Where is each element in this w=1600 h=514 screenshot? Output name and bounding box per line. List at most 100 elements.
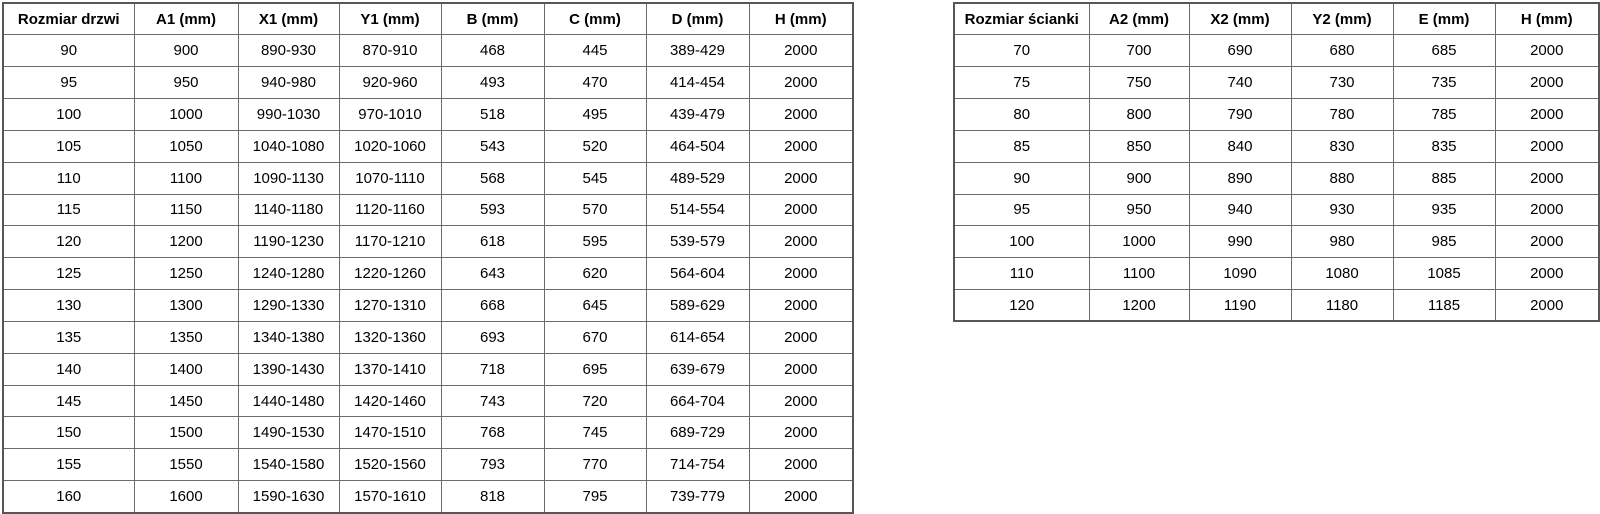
- table-cell: 2000: [748, 193, 854, 227]
- table-cell: 770: [543, 448, 647, 482]
- table-cell: 2000: [1494, 193, 1600, 227]
- table-cell: 670: [543, 320, 647, 354]
- table-cell: 115: [2, 193, 135, 227]
- table-cell: 493: [440, 66, 545, 100]
- table-cell: 620: [543, 257, 647, 291]
- table-cell: 718: [440, 352, 545, 386]
- table-cell: 900: [133, 34, 239, 68]
- table-cell: 890-930: [237, 34, 340, 68]
- column-header: E (mm): [1392, 2, 1496, 36]
- table-cell: 489-529: [645, 161, 750, 195]
- door-table-body: 90 900 890-930 870-910 468 445 389-429 2000 95 95…: [2, 34, 854, 513]
- table-cell: 1540-1580: [237, 448, 340, 482]
- table-row: 70 700 690 680 685 2000: [953, 34, 1600, 68]
- table-row: 140 1400 1390-1430 1370-1410 718 695 639-679 20…: [2, 352, 854, 386]
- table-cell: 85: [953, 129, 1090, 163]
- table-cell: 643: [440, 257, 545, 291]
- table-cell: 1100: [133, 161, 239, 195]
- table-cell: 1570-1610: [338, 480, 442, 513]
- table-cell: 1100: [1088, 257, 1190, 291]
- table-cell: 2000: [748, 129, 854, 163]
- table-cell: 130: [2, 289, 135, 322]
- table-cell: 750: [1088, 66, 1190, 100]
- table-cell: 589-629: [645, 289, 750, 322]
- table-cell: 520: [543, 129, 647, 163]
- table-cell: 1190: [1188, 289, 1292, 322]
- table-cell: 1240-1280: [237, 257, 340, 291]
- table-cell: 1140-1180: [237, 193, 340, 227]
- table-cell: 514-554: [645, 193, 750, 227]
- table-cell: 2000: [1494, 289, 1600, 322]
- table-cell: 539-579: [645, 225, 750, 259]
- table-cell: 2000: [1494, 98, 1600, 131]
- table-cell: 700: [1088, 34, 1190, 68]
- column-header: Y2 (mm): [1290, 2, 1394, 36]
- table-cell: 145: [2, 384, 135, 418]
- table-cell: 935: [1392, 193, 1496, 227]
- table-cell: 2000: [748, 352, 854, 386]
- table-cell: 1040-1080: [237, 129, 340, 163]
- table-cell: 1520-1560: [338, 448, 442, 482]
- table-row: 80 800 790 780 785 2000: [953, 98, 1600, 131]
- table-cell: 1200: [1088, 289, 1190, 322]
- table-cell: 680: [1290, 34, 1394, 68]
- table-cell: 985: [1392, 225, 1496, 259]
- door-sizes-table: Rozmiar drzwi A1 (mm) X1 (mm) Y1 (mm) B (mm)…: [2, 2, 854, 514]
- table-cell: 468: [440, 34, 545, 68]
- table-cell: 795: [543, 480, 647, 513]
- table-row: 100 1000 990-1030 970-1010 518 495 439-479 2000: [2, 98, 854, 131]
- table-row: 120 1200 1190 1180 1185 2000: [953, 289, 1600, 322]
- table-cell: 870-910: [338, 34, 442, 68]
- table-cell: 1490-1530: [237, 416, 340, 450]
- door-table-header: Rozmiar drzwi A1 (mm) X1 (mm) Y1 (mm) B (mm)…: [2, 2, 854, 36]
- table-cell: 120: [2, 225, 135, 259]
- column-header: B (mm): [440, 2, 545, 36]
- table-cell: 464-504: [645, 129, 750, 163]
- table-cell: 890: [1188, 161, 1292, 195]
- table-cell: 120: [953, 289, 1090, 322]
- table-cell: 545: [543, 161, 647, 195]
- table-cell: 100: [2, 98, 135, 131]
- table-cell: 980: [1290, 225, 1394, 259]
- table-cell: 689-729: [645, 416, 750, 450]
- table-cell: 1600: [133, 480, 239, 513]
- table-cell: 664-704: [645, 384, 750, 418]
- table-cell: 800: [1088, 98, 1190, 131]
- table-cell: 2000: [748, 161, 854, 195]
- table-cell: 735: [1392, 66, 1496, 100]
- table-cell: 160: [2, 480, 135, 513]
- table-cell: 1220-1260: [338, 257, 442, 291]
- table-cell: 743: [440, 384, 545, 418]
- table-cell: 125: [2, 257, 135, 291]
- table-cell: 690: [1188, 34, 1292, 68]
- table-cell: 768: [440, 416, 545, 450]
- table-cell: 445: [543, 34, 647, 68]
- table-cell: 1090-1130: [237, 161, 340, 195]
- table-row: 110 1100 1090 1080 1085 2000: [953, 257, 1600, 291]
- table-cell: 614-654: [645, 320, 750, 354]
- table-cell: 1420-1460: [338, 384, 442, 418]
- table-cell: 95: [2, 66, 135, 100]
- table-cell: 940: [1188, 193, 1292, 227]
- table-cell: 1085: [1392, 257, 1496, 291]
- table-cell: 570: [543, 193, 647, 227]
- table-cell: 1550: [133, 448, 239, 482]
- table-row: 130 1300 1290-1330 1270-1310 668 645 589-629 20…: [2, 289, 854, 322]
- table-cell: 990: [1188, 225, 1292, 259]
- table-cell: 2000: [1494, 225, 1600, 259]
- table-cell: 950: [133, 66, 239, 100]
- table-cell: 1020-1060: [338, 129, 442, 163]
- table-cell: 495: [543, 98, 647, 131]
- column-header: Rozmiar ścianki: [953, 2, 1090, 36]
- table-cell: 80: [953, 98, 1090, 131]
- table-cell: 568: [440, 161, 545, 195]
- table-cell: 135: [2, 320, 135, 354]
- table-row: 75 750 740 730 735 2000: [953, 66, 1600, 100]
- table-cell: 818: [440, 480, 545, 513]
- table-cell: 1180: [1290, 289, 1394, 322]
- table-cell: 785: [1392, 98, 1496, 131]
- table-cell: 790: [1188, 98, 1292, 131]
- table-cell: 595: [543, 225, 647, 259]
- table-row: 135 1350 1340-1380 1320-1360 693 670 614-654 20…: [2, 320, 854, 354]
